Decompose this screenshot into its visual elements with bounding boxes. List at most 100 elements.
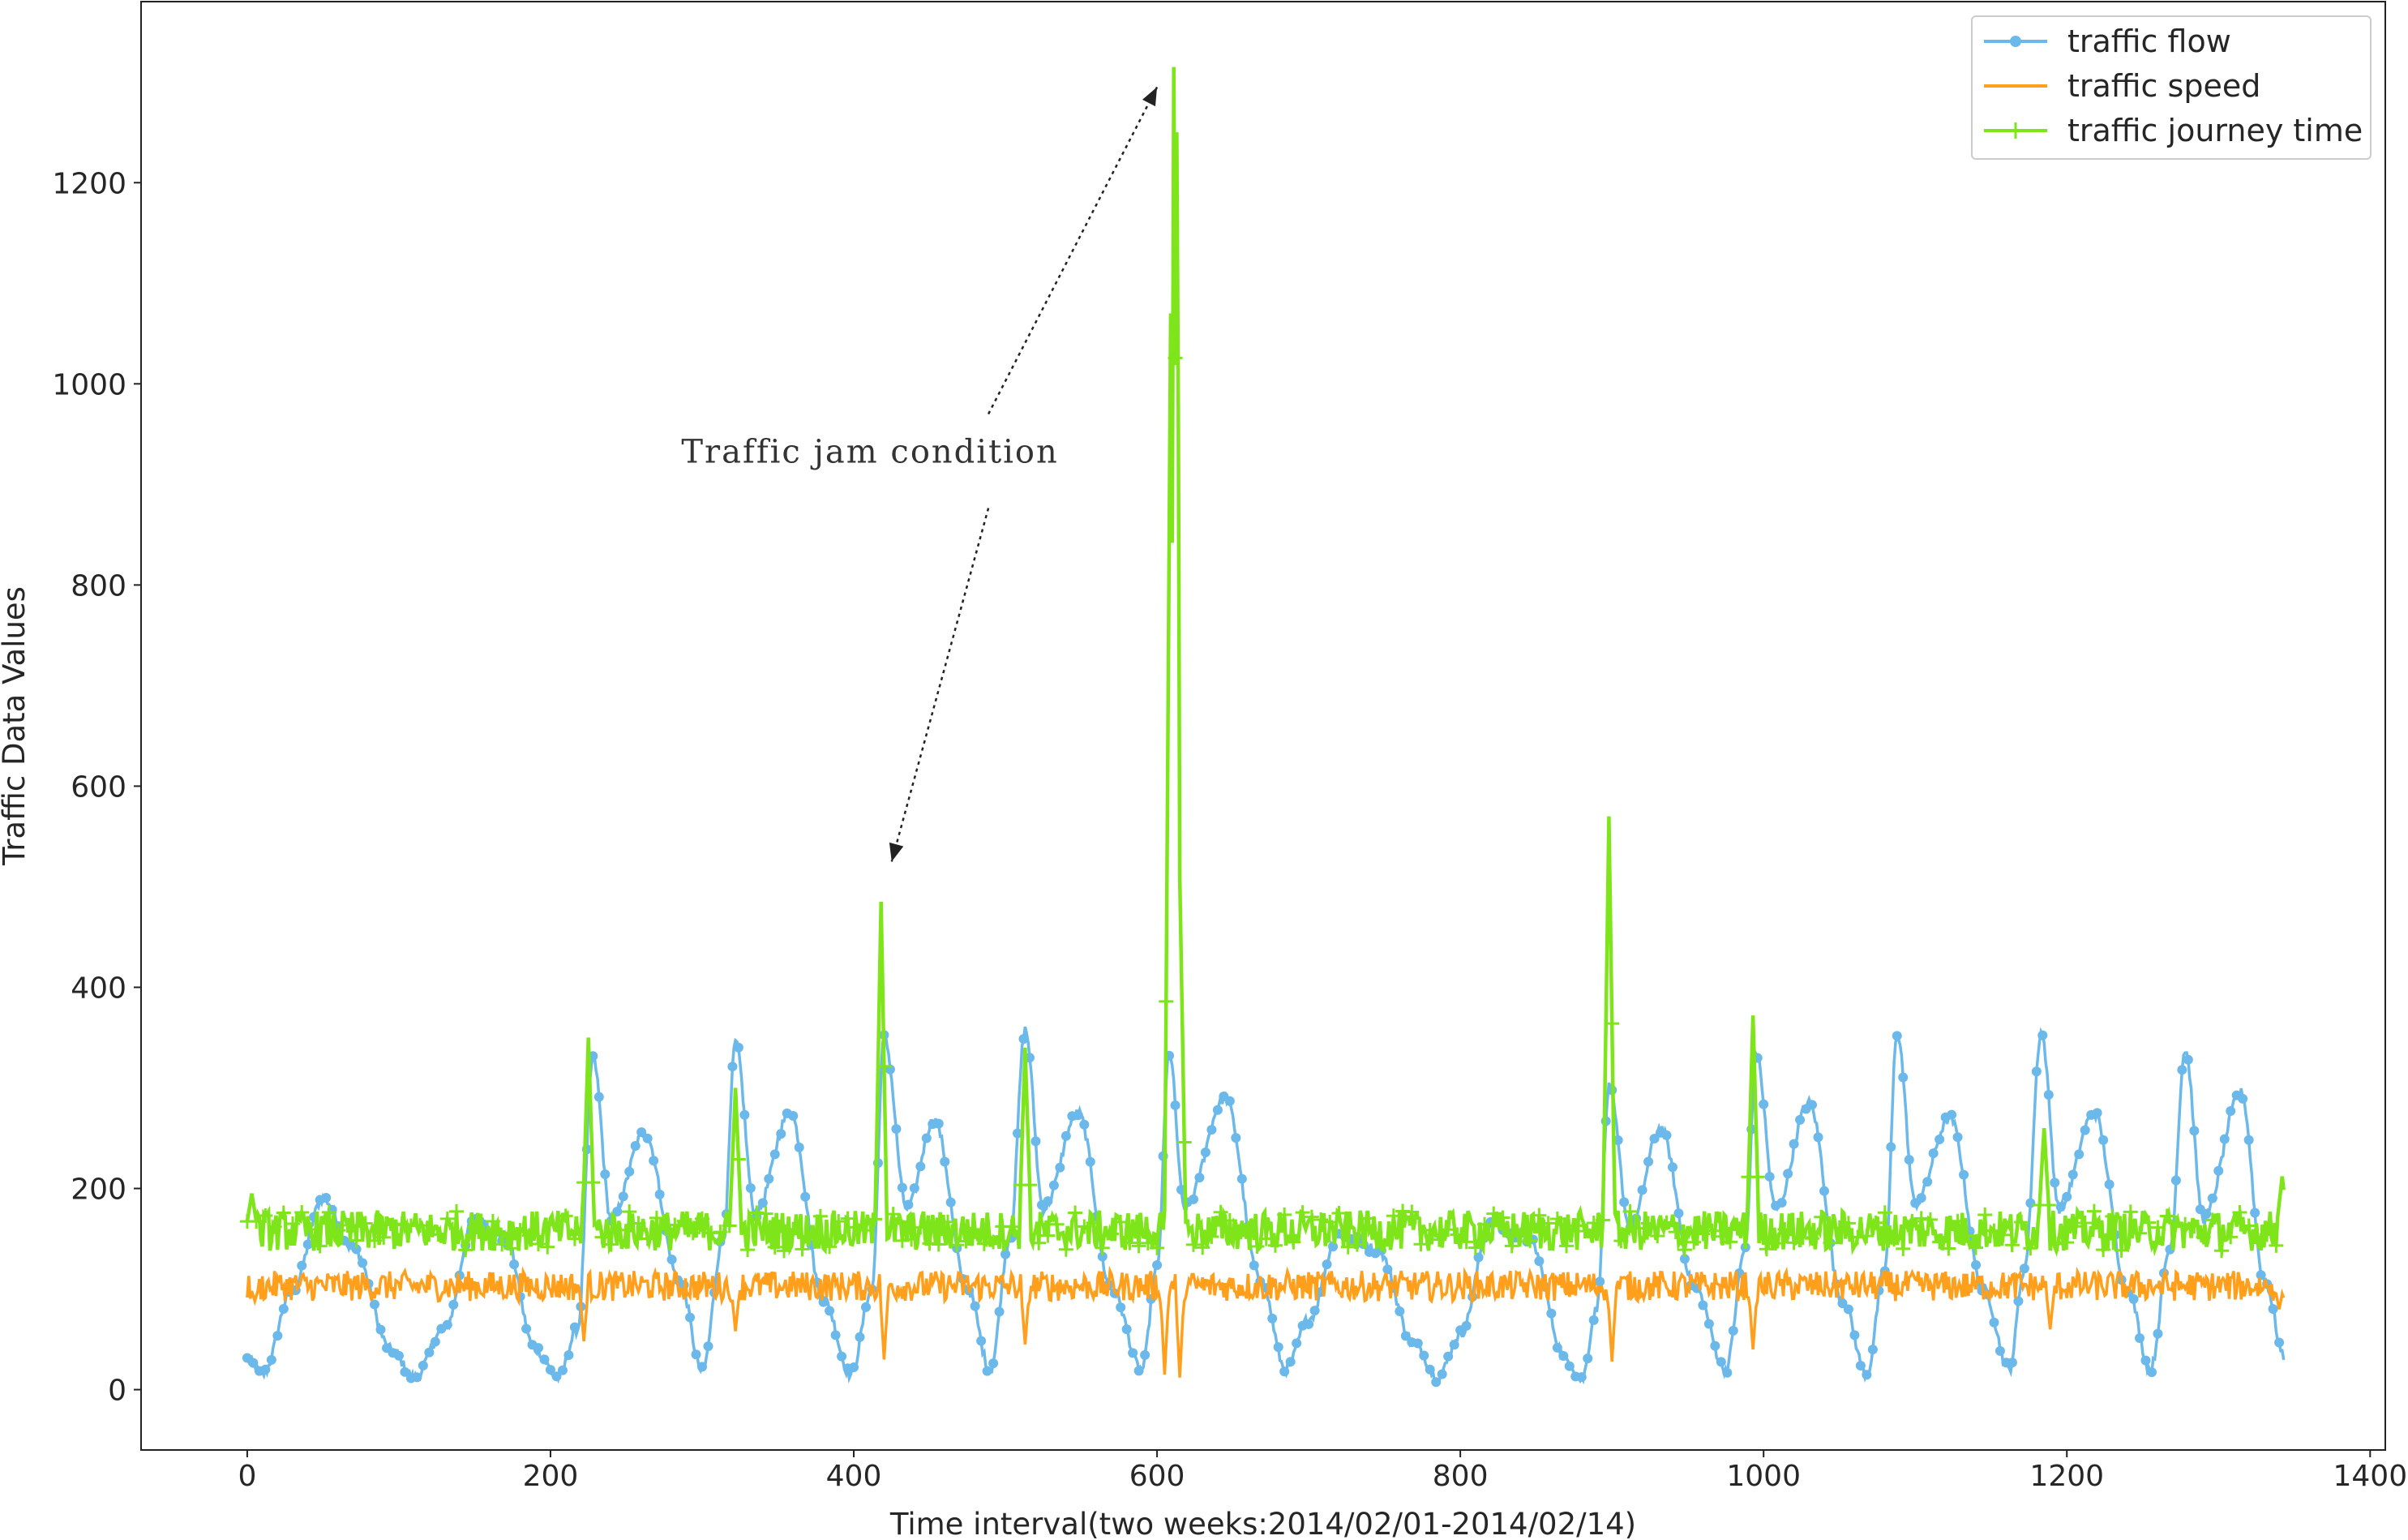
traffic-flow-point — [2177, 1065, 2187, 1075]
traffic-flow-point — [1595, 1276, 1605, 1287]
traffic-flow-point — [691, 1349, 701, 1360]
traffic-flow-point — [1304, 1319, 1314, 1329]
traffic-flow-point — [733, 1042, 743, 1053]
traffic-flow-point — [897, 1182, 907, 1193]
traffic-journey-time-point — [1659, 1215, 1674, 1230]
traffic-journey-time-point — [649, 1210, 664, 1225]
traffic-journey-time-point — [640, 1231, 655, 1246]
traffic-flow-point — [1018, 1034, 1029, 1045]
traffic-journey-time-point — [2204, 1212, 2220, 1228]
traffic-journey-time-point — [467, 1220, 482, 1235]
traffic-flow-point — [2219, 1134, 2230, 1144]
traffic-journey-time-point — [1249, 1239, 1265, 1255]
annotation: Traffic jam condition — [681, 86, 1159, 862]
traffic-flow-point — [1443, 1351, 1454, 1362]
traffic-flow-point — [1583, 1353, 1593, 1364]
traffic-flow-point — [2189, 1126, 2200, 1136]
traffic-flow-point — [666, 1255, 677, 1265]
traffic-journey-time-point — [312, 1238, 328, 1254]
traffic-journey-time-point — [2004, 1238, 2020, 1253]
traffic-journey-time-point — [722, 1218, 737, 1233]
traffic-journey-time-point — [1331, 1206, 1347, 1221]
x-tick-label: 1000 — [1726, 1460, 1801, 1493]
traffic-journey-time-point — [1823, 1235, 1838, 1250]
traffic-journey-time-point — [1932, 1234, 1947, 1250]
traffic-journey-time-point — [803, 1225, 819, 1240]
traffic-journey-time-point — [2077, 1216, 2093, 1231]
traffic-flow-point — [1546, 1308, 1557, 1319]
traffic-flow-point — [1643, 1156, 1654, 1167]
traffic-flow-point — [321, 1192, 332, 1203]
traffic-flow-point — [612, 1207, 623, 1217]
traffic-flow-point — [1776, 1197, 1787, 1208]
traffic-flow-point — [1922, 1177, 1933, 1187]
traffic-journey-time-point — [1258, 1231, 1274, 1246]
traffic-journey-time-point — [258, 1208, 273, 1223]
traffic-journey-time-point — [2123, 1204, 2138, 1220]
traffic-flow-point — [849, 1362, 859, 1372]
traffic-flow-point — [1649, 1134, 1660, 1144]
traffic-journey-time-point — [1286, 1234, 1301, 1250]
traffic-flow-point — [2238, 1093, 2248, 1104]
traffic-flow-point — [2037, 1030, 2048, 1040]
traffic-flow-point — [1862, 1370, 1872, 1380]
traffic-flow-point — [697, 1362, 707, 1372]
traffic-journey-time-point — [1150, 1240, 1165, 1255]
traffic-journey-time-point — [631, 1216, 646, 1231]
traffic-journey-time-point — [585, 1175, 601, 1190]
traffic-flow-point — [982, 1366, 992, 1376]
series-traffic-journey-time — [239, 66, 2286, 1259]
traffic-flow-point — [1140, 1349, 1150, 1360]
traffic-flow-point — [1322, 1259, 1332, 1270]
traffic-flow-point — [1789, 1139, 1799, 1149]
traffic-journey-time-point — [1568, 1218, 1583, 1233]
traffic-journey-time-point — [1185, 1237, 1201, 1252]
traffic-flow-point — [272, 1331, 283, 1341]
traffic-flow-point — [1013, 1128, 1023, 1139]
traffic-flow-point — [2128, 1293, 2139, 1304]
traffic-journey-time-point — [1122, 1235, 1138, 1250]
traffic-flow-point — [1619, 1197, 1630, 1208]
series-layer — [239, 66, 2286, 1388]
traffic-flow-point — [1060, 1130, 1071, 1141]
traffic-journey-time-point — [2132, 1225, 2148, 1241]
traffic-flow-point — [1807, 1100, 1818, 1110]
traffic-journey-time-point — [940, 1214, 955, 1229]
traffic-journey-time-point — [431, 1227, 446, 1242]
traffic-journey-time-point — [1759, 1242, 1774, 1257]
traffic-journey-time-point — [1704, 1223, 1720, 1238]
traffic-journey-time-point — [1768, 1236, 1784, 1251]
traffic-journey-time-point — [331, 1223, 346, 1238]
traffic-journey-time-point — [594, 1229, 610, 1245]
x-tick-label: 600 — [1129, 1460, 1185, 1493]
traffic-journey-time-point — [2150, 1220, 2166, 1235]
traffic-journey-time-point — [2114, 1242, 2129, 1258]
traffic-flow-point — [1395, 1306, 1405, 1316]
traffic-flow-point — [358, 1258, 368, 1268]
traffic-journey-time-point — [1368, 1225, 1383, 1241]
traffic-journey-time-point — [1595, 1212, 1610, 1228]
traffic-journey-time-point — [1213, 1204, 1228, 1220]
traffic-journey-time-point — [1095, 1240, 1110, 1255]
traffic-journey-time-point — [1068, 1205, 1083, 1220]
traffic-flow-point — [1079, 1119, 1090, 1130]
traffic-flow-point — [545, 1365, 555, 1375]
legend-item: traffic speed — [1984, 68, 2260, 104]
traffic-journey-time-point — [358, 1216, 373, 1231]
traffic-journey-time-point — [667, 1217, 683, 1233]
traffic-flow-point — [1534, 1256, 1545, 1267]
y-tick-label: 1000 — [52, 368, 126, 401]
traffic-journey-time-point — [894, 1233, 910, 1248]
traffic-flow-point — [509, 1259, 520, 1270]
traffic-journey-time-point — [685, 1225, 701, 1241]
traffic-flow-point — [1613, 1135, 1623, 1145]
traffic-flow-point — [788, 1111, 799, 1122]
traffic-flow-point — [539, 1354, 550, 1365]
traffic-journey-time-point — [1468, 1240, 1483, 1255]
traffic-journey-time-point — [868, 1212, 883, 1227]
traffic-flow-point — [970, 1301, 980, 1311]
traffic-flow-point — [1043, 1196, 1053, 1207]
traffic-flow-point — [837, 1351, 847, 1362]
traffic-journey-time-point — [1641, 1216, 1656, 1231]
traffic-flow-point — [2007, 1358, 2017, 1368]
